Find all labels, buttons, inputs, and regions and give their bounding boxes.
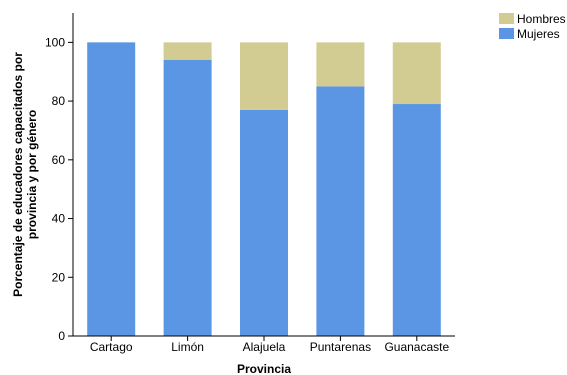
y-axis-ticks: 0 20 40 60 80 100 (45, 35, 73, 343)
x-tick-label: Guanacaste (384, 340, 449, 354)
bar-mujeres-3 (316, 86, 365, 336)
legend-swatch-mujeres (499, 28, 514, 39)
bar-mujeres-0 (87, 42, 136, 336)
y-tick-label: 80 (52, 94, 66, 108)
x-axis-title: Provincia (237, 362, 291, 375)
legend-label-mujeres: Mujeres (517, 27, 560, 41)
bar-hombres-4 (392, 42, 441, 105)
y-tick-label: 100 (45, 35, 65, 49)
bars-layer (87, 42, 441, 337)
y-axis-title-line-2: provincia y por género (25, 110, 39, 239)
y-tick-label: 0 (58, 329, 65, 343)
x-tick-label: Puntarenas (310, 340, 371, 354)
legend-swatch-hombres (499, 13, 514, 24)
y-axis-title-line-1: Porcentaje de educadores capacitados por (11, 52, 25, 297)
bar-hombres-1 (163, 42, 212, 60)
y-tick-label: 20 (52, 270, 66, 284)
x-tick-label: Limón (171, 340, 204, 354)
x-axis-ticks: Cartago Limón Alajuela Puntarenas Guanacaste (90, 336, 449, 354)
bar-hombres-2 (240, 42, 288, 110)
y-axis-title: Porcentaje de educadores capacitados por… (11, 52, 39, 297)
bar-mujeres-2 (240, 109, 288, 337)
bar-mujeres-1 (163, 59, 212, 337)
y-tick-label: 60 (52, 153, 66, 167)
legend-label-hombres: Hombres (517, 12, 566, 26)
x-tick-label: Cartago (90, 340, 133, 354)
y-tick-label: 40 (52, 212, 66, 226)
x-tick-label: Alajuela (243, 340, 286, 354)
bar-hombres-3 (316, 42, 365, 87)
bar-mujeres-4 (392, 104, 441, 336)
